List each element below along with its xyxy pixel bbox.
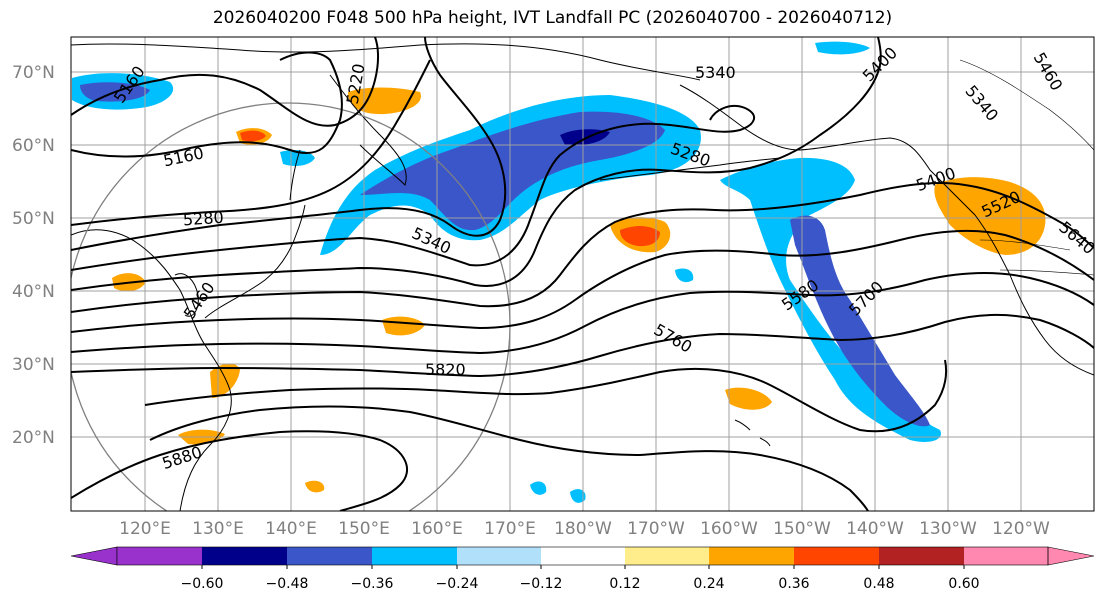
colorbar-tick-label: 0.48 xyxy=(863,576,894,592)
colorbar-tick-label: −0.48 xyxy=(266,576,309,592)
coast-hawaii xyxy=(734,419,771,447)
colorbar-bin xyxy=(287,547,372,565)
colorbar-extend-high xyxy=(1047,546,1095,566)
colorbar-bin xyxy=(202,547,287,565)
longitude-labels: 120°E 130°E 140°E 150°E 160°E 170°E 180°… xyxy=(119,519,1050,539)
contour-5220 xyxy=(71,37,379,127)
contour-5880 xyxy=(71,430,409,511)
contour-5280a xyxy=(71,59,431,226)
lat-label-70: 70°N xyxy=(12,63,55,83)
lon-label: 130°E xyxy=(192,519,244,539)
ivt-blob-small-3 xyxy=(570,489,586,503)
lat-label-20: 20°N xyxy=(12,428,55,448)
coast-aleutians xyxy=(599,157,781,181)
contour-5160 xyxy=(71,51,343,158)
ivt-pos-small-1 xyxy=(305,480,325,493)
lon-label: 180°W xyxy=(554,519,612,539)
contour-label: 5340 xyxy=(695,63,736,82)
colorbar-tick-label: 0.24 xyxy=(693,576,724,592)
coast-canada-interior xyxy=(959,59,1094,276)
colorbar-tick-label: 0.60 xyxy=(948,576,979,592)
lon-label: 170°E xyxy=(484,519,536,539)
ivt-blob-alaska-inner xyxy=(790,215,930,427)
ivt-pos-sea-of-okhotsk xyxy=(348,87,421,115)
colorbar-bin xyxy=(964,547,1048,565)
colorbar-tick-label: −0.60 xyxy=(181,576,224,592)
ivt-blob-arctic xyxy=(815,41,870,55)
map-title: 2026040200 F048 500 hPa height, IVT Land… xyxy=(212,8,893,28)
lon-label: 160°E xyxy=(411,519,463,539)
lon-label: 140°E xyxy=(265,519,317,539)
colorbar-bin xyxy=(117,547,202,565)
colorbar-bin xyxy=(457,547,541,565)
colorbar-frame xyxy=(116,546,1049,566)
ivt-pos-kamchatka-inner xyxy=(240,130,266,142)
ivt-pos-midpac-inner xyxy=(620,226,660,247)
lon-label: 150°W xyxy=(773,519,831,539)
ivt-pos-hawaii xyxy=(725,387,772,410)
ivt-blob-small-2 xyxy=(530,481,547,495)
lat-label-30: 30°N xyxy=(12,355,55,375)
colorbar-bin xyxy=(541,547,625,565)
colorbar-tick-label: −0.36 xyxy=(351,576,394,592)
lat-label-40: 40°N xyxy=(12,282,55,302)
ivt-positive-shading xyxy=(112,87,1046,493)
colorbar-tick-label: −0.12 xyxy=(520,576,563,592)
map-panel: 5160 5160 5220 5280 5280 5340 5340 5340 … xyxy=(12,36,1099,539)
contour-label: 5280 xyxy=(182,208,224,230)
ivt-blob-small-1 xyxy=(675,268,694,283)
colorbar-bin xyxy=(372,547,457,565)
colorbar-bin xyxy=(709,547,794,565)
graticule xyxy=(71,37,1094,511)
colorbar-bin xyxy=(794,547,879,565)
lon-label: 120°W xyxy=(992,519,1050,539)
coast-korea xyxy=(174,273,199,317)
coast-kamchatka xyxy=(329,74,407,186)
colorbar-tick-label: 0.12 xyxy=(609,576,640,592)
contour-5820 xyxy=(149,405,869,511)
lon-label: 130°W xyxy=(919,519,977,539)
lon-label: 120°E xyxy=(119,519,171,539)
contour-5340 xyxy=(71,37,507,251)
colorbar: −0.60 −0.48 −0.36 −0.24 −0.12 0.12 0.24 … xyxy=(70,546,1095,592)
contour-5460 xyxy=(71,37,882,291)
colorbar-bin xyxy=(879,547,964,565)
height-contours xyxy=(71,37,1094,511)
colorbar-tick-label: 0.36 xyxy=(778,576,809,592)
coast-japan xyxy=(204,204,306,319)
contour-5700 xyxy=(71,313,1094,378)
colorbar-ticks xyxy=(201,565,965,569)
contour-5580 xyxy=(71,229,1094,333)
map-frame xyxy=(70,36,1095,512)
ivt-blob-alaska xyxy=(720,157,941,442)
latitude-labels: 70°N 60°N 50°N 40°N 30°N 20°N xyxy=(12,63,55,448)
contour-5520 xyxy=(71,182,1094,313)
contour-5640 xyxy=(71,271,1094,355)
lon-label: 160°W xyxy=(700,519,758,539)
contour-5400 xyxy=(71,104,755,271)
lon-label: 150°E xyxy=(338,519,390,539)
lat-label-50: 50°N xyxy=(12,209,55,229)
coast-sakhalin xyxy=(289,149,301,201)
lon-label: 170°W xyxy=(627,519,685,539)
ivt-pos-west-coast xyxy=(934,177,1046,255)
colorbar-extend-low xyxy=(70,546,118,566)
colorbar-tick-label: −0.24 xyxy=(436,576,479,592)
contour-5760 xyxy=(144,359,948,433)
lat-label-60: 60°N xyxy=(12,136,55,156)
contour-label: 5820 xyxy=(425,360,466,379)
colorbar-bin xyxy=(625,547,709,565)
lon-label: 140°W xyxy=(846,519,904,539)
coast-siberia-north xyxy=(71,43,701,81)
